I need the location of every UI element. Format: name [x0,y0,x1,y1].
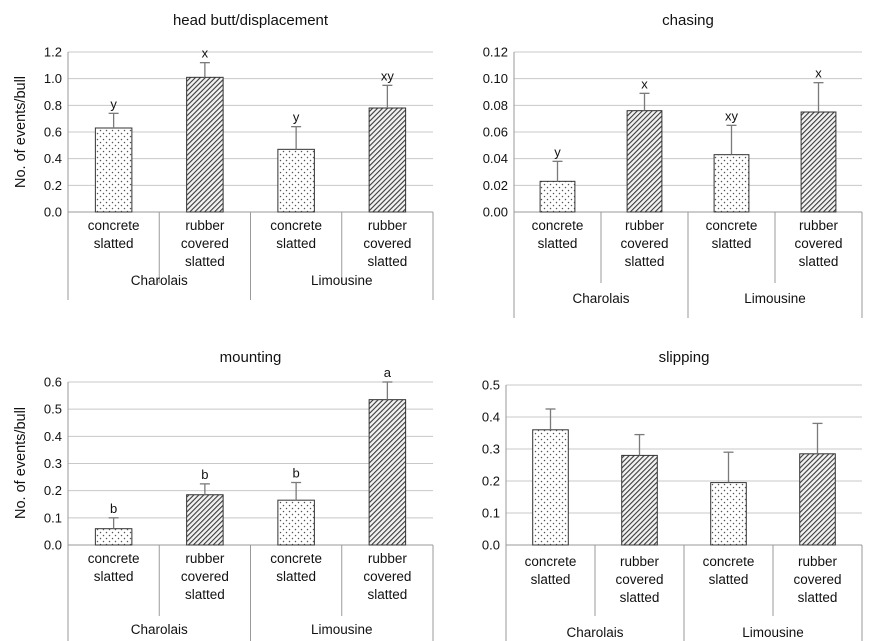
y-tick-label: 0.1 [44,510,62,525]
bar [186,76,224,213]
y-tick-label: 1.2 [44,45,62,60]
bar [800,111,837,213]
significance-label: x [815,66,822,81]
bar [532,429,569,546]
x-category-label: rubber covered slatted [363,551,411,602]
bar [277,148,315,213]
x-category-label: concrete slatted [532,218,584,251]
y-tick-label: 0.0 [482,538,500,553]
x-category-label: concrete slatted [88,551,140,584]
bar [621,454,658,546]
y-tick-label: 0.2 [44,483,62,498]
bar [186,494,224,546]
y-tick-label: 0.04 [483,151,508,166]
bar [368,107,407,213]
y-tick-label: 0.3 [482,442,500,457]
y-tick-label: 0.5 [44,402,62,417]
y-tick-label: 0.4 [482,410,500,425]
significance-label: xy [725,108,739,123]
x-category-label: concrete slatted [525,554,577,587]
bar [626,110,663,213]
bar [94,528,133,546]
y-tick-label: 0.08 [483,98,508,113]
y-tick-label: 0.0 [44,205,62,220]
significance-label: b [201,467,208,482]
significance-label: x [202,46,209,61]
bar [94,127,133,213]
y-tick-label: 0.2 [44,178,62,193]
chart-title: head butt/displacement [173,12,329,29]
bar [710,482,747,546]
x-category-label: concrete slatted [703,554,755,587]
x-group-label: Charolais [131,273,188,288]
y-tick-label: 0.2 [482,474,500,489]
x-category-label: rubber covered slatted [363,218,411,269]
y-tick-label: 0.3 [44,456,62,471]
y-tick-label: 0.4 [44,151,62,166]
significance-label: xy [381,68,395,83]
y-tick-label: 0.1 [482,506,500,521]
y-tick-label: 0.5 [482,378,500,393]
x-category-label: concrete slatted [270,218,322,251]
y-tick-label: 0.12 [483,45,508,60]
chart-title: mounting [220,349,282,366]
x-category-label: concrete slatted [270,551,322,584]
significance-label: y [110,96,117,111]
y-axis-label: No. of events/bull [13,76,29,188]
y-tick-label: 0.00 [483,205,508,220]
y-axis-label: No. of events/bull [13,407,29,519]
x-category-label: concrete slatted [88,218,140,251]
x-category-label: rubber covered slatted [794,218,842,269]
x-category-label: concrete slatted [706,218,758,251]
x-group-label: Charolais [572,291,629,306]
x-group-label: Limousine [742,625,804,640]
y-tick-label: 0.06 [483,125,508,140]
x-category-label: rubber covered slatted [615,554,663,605]
significance-label: y [554,144,561,159]
chart-panel-3: mounting No. of events/bull 0.0 0.1 0.2 0.3 0.… [13,349,434,641]
x-group-label: Limousine [311,622,373,637]
chart-panel-2: chasing 0.00 0.02 0.04 0.06 0.08 0.10 0.12 y x xy x… [483,12,863,318]
x-category-label: rubber covered slatted [620,218,668,269]
y-tick-label: 0.4 [44,429,62,444]
bar [539,180,576,213]
significance-label: y [293,110,300,125]
x-group-label: Limousine [744,291,806,306]
y-tick-label: 0.6 [44,375,62,390]
chart-panel-1: head butt/displacement No. of events/bull… [13,12,434,300]
x-category-label: rubber covered slatted [181,551,229,602]
bar [277,499,315,546]
significance-label: a [384,365,392,380]
y-tick-label: 0.02 [483,178,508,193]
chart-title: slipping [659,349,710,366]
y-tick-label: 0.8 [44,98,62,113]
y-tick-label: 1.0 [44,71,62,86]
x-group-label: Limousine [311,273,373,288]
significance-label: b [293,466,300,481]
bar [368,399,407,546]
bar [799,453,836,546]
x-category-label: rubber covered slatted [181,218,229,269]
x-category-label: rubber covered slatted [793,554,841,605]
y-tick-label: 0.6 [44,125,62,140]
bar [713,154,750,213]
x-group-label: Charolais [131,622,188,637]
x-group-label: Charolais [566,625,623,640]
y-tick-label: 0.10 [483,71,508,86]
significance-label: x [641,76,648,91]
chart-panel-4: slipping 0.0 0.1 0.2 0.3 0.4 0.5 concrete slatte… [482,349,863,641]
significance-label: b [110,501,117,516]
y-tick-label: 0.0 [44,538,62,553]
chart-title: chasing [662,12,714,29]
